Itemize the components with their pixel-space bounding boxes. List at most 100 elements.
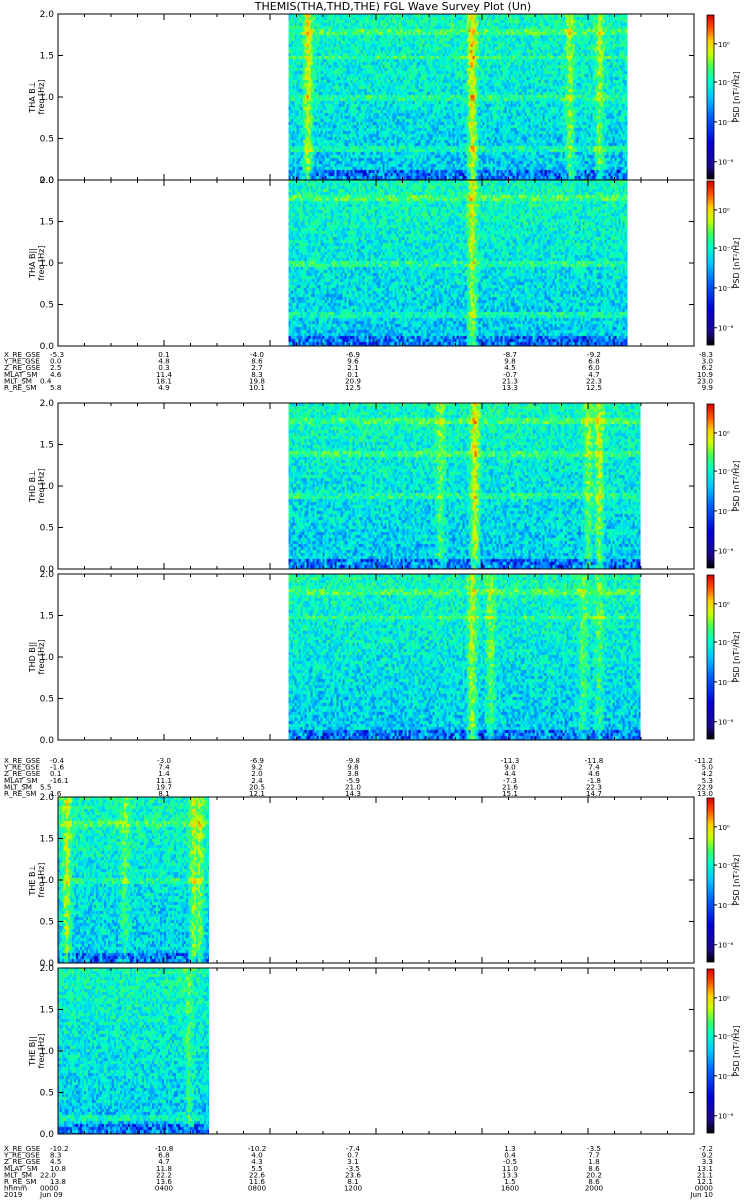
- colorbar-label: PSD [nT²/Hz]: [732, 461, 741, 512]
- y-tick-label: 1.0: [40, 482, 55, 492]
- y-tick-label: 1.5: [40, 835, 54, 845]
- colorbar-scale: [706, 180, 715, 346]
- colorbar-scale: [706, 968, 715, 1134]
- spectrogram-image: [288, 403, 641, 569]
- colorbar-scale: [706, 797, 715, 963]
- spectrogram-panel: 0.0 0.5 1.0 1.5 2.0 THA B⊥ freq [Hz] 10⁰ 10⁻² 10⁻…: [28, 10, 741, 186]
- orbit-value: 9.0: [504, 763, 516, 772]
- orbit-value: 4.6: [588, 769, 600, 778]
- y-axis-label: freq [Hz]: [37, 640, 46, 675]
- y-tick-label: 2.0: [40, 793, 55, 803]
- y-tick-label: 0.5: [40, 1089, 54, 1099]
- spectrogram-image: [58, 968, 209, 1134]
- colorbar: 10⁰ 10⁻² 10⁻⁴ 10⁻⁶ PSD [nT²/Hz]: [706, 180, 741, 346]
- orbit-value: -9.8: [346, 756, 360, 765]
- y-tick-label: 1.0: [40, 259, 55, 269]
- colorbar-tick-label: 10⁻⁶: [718, 942, 734, 950]
- orbit-row-label: X_RE_GSE: [4, 1144, 41, 1153]
- colorbar-tick-label: 10⁻⁶: [718, 1113, 734, 1121]
- orbit-value: 20.2: [586, 1170, 602, 1179]
- orbit-value: 21.1: [697, 1170, 713, 1179]
- orbit-value: 21.3: [502, 376, 518, 385]
- colorbar-tick-label: 10⁰: [718, 41, 730, 49]
- orbit-value: 4.6: [50, 370, 62, 379]
- orbit-row-label: MLT_SM: [4, 782, 32, 791]
- orbit-value: -3.5: [587, 1144, 601, 1153]
- orbit-row-label: Z_RE_GSE: [4, 1157, 41, 1166]
- y-tick-label: 2.0: [40, 176, 55, 186]
- colorbar-tick-label: 10⁻²: [718, 245, 734, 253]
- orbit-table: X_RE_GSE -5.3 0.1 -4.0 -6.9 -8.7 -9.2 -8.3 Y_RE_…: [3, 350, 713, 392]
- orbit-row-label: R_RE_SM: [4, 789, 36, 798]
- colorbar-tick-label: 10⁻⁴: [718, 508, 734, 516]
- orbit-value: 22.3: [586, 376, 602, 385]
- y-tick-label: 0.0: [40, 176, 55, 186]
- colorbar-tick-label: 10⁰: [718, 824, 730, 832]
- colorbar: 10⁰ 10⁻² 10⁻⁴ 10⁻⁶ PSD [nT²/Hz]: [706, 797, 741, 963]
- orbit-value: -1.6: [50, 763, 64, 772]
- y-tick-label: 1.0: [40, 1047, 55, 1057]
- orbit-value: 20.5: [249, 782, 265, 791]
- orbit-value: 4.9: [158, 383, 170, 392]
- orbit-value: 13.3: [502, 1170, 518, 1179]
- orbit-value: -7.3: [503, 776, 517, 785]
- orbit-value: 9.2: [702, 1151, 713, 1160]
- orbit-row-label: hhmm: [4, 1184, 27, 1193]
- orbit-value: 11.4: [156, 370, 172, 379]
- colorbar-tick-label: 10⁻⁴: [718, 119, 734, 127]
- orbit-value: -7.2: [699, 1144, 713, 1153]
- orbit-value: 13.6: [156, 1177, 172, 1186]
- orbit-value: 8.1: [158, 789, 169, 798]
- colorbar: 10⁰ 10⁻² 10⁻⁴ 10⁻⁶ PSD [nT²/Hz]: [706, 403, 741, 569]
- orbit-value: 0000: [40, 1184, 59, 1193]
- orbit-value: 1.3: [504, 1144, 515, 1153]
- colorbar-tick-label: 10⁰: [718, 601, 730, 609]
- y-tick-label: 2.0: [40, 399, 55, 409]
- orbit-value: 13.8: [50, 1177, 66, 1186]
- orbit-value: 5.5: [40, 782, 51, 791]
- orbit-value: -4.0: [250, 350, 264, 359]
- spectrogram-image: [288, 180, 628, 346]
- orbit-value: -16.1: [50, 776, 69, 785]
- orbit-value: 0.1: [347, 370, 358, 379]
- orbit-value: 14.7: [586, 789, 602, 798]
- orbit-value: 4.3: [251, 1157, 262, 1166]
- y-tick-label: 1.5: [40, 612, 54, 622]
- orbit-row-label: MLT_SM: [4, 376, 32, 385]
- orbit-row-label: Z_RE_GSE: [4, 769, 41, 778]
- orbit-value: 3.3: [702, 1157, 713, 1166]
- orbit-value: 22.2: [156, 1170, 172, 1179]
- colorbar-tick-label: 10⁻⁴: [718, 1073, 734, 1081]
- orbit-row-label: MLT_SM: [4, 1170, 32, 1179]
- orbit-value: 6.2: [702, 363, 713, 372]
- y-tick-label: 2.0: [40, 10, 55, 20]
- spectrogram-image: [288, 14, 628, 180]
- orbit-value: 12.1: [249, 789, 265, 798]
- orbit-value: 9.8: [347, 763, 359, 772]
- orbit-value: 6.0: [588, 363, 600, 372]
- orbit-row-label: Y_RE_GSE: [3, 1151, 40, 1160]
- spectrogram-image: [58, 797, 209, 963]
- y-tick-label: 1.5: [40, 441, 54, 451]
- orbit-value: 0.4: [504, 1151, 516, 1160]
- orbit-row-label: Y_RE_GSE: [3, 763, 40, 772]
- orbit-value: 1.5: [504, 1177, 515, 1186]
- orbit-value: 6.8: [158, 1151, 170, 1160]
- colorbar: 10⁰ 10⁻² 10⁻⁴ 10⁻⁶ PSD [nT²/Hz]: [706, 968, 741, 1134]
- orbit-value: 1600: [501, 1184, 520, 1193]
- orbit-row-label: MLAT_SM: [4, 776, 37, 785]
- colorbar-tick-label: 10⁻⁴: [718, 679, 734, 687]
- orbit-value: 4.4: [504, 769, 516, 778]
- panel-label: THE B⊥: [28, 864, 37, 896]
- y-tick-label: 0.5: [40, 301, 54, 311]
- orbit-value: 0.7: [347, 1151, 358, 1160]
- orbit-value: 4.0: [251, 1151, 263, 1160]
- orbit-value: 2000: [585, 1184, 604, 1193]
- orbit-value: 14.3: [345, 789, 361, 798]
- orbit-value: 23.0: [697, 376, 713, 385]
- orbit-table: X_RE_GSE -0.4 -3.0 -6.9 -9.8 -11.3 -11.8 -11.2 Y…: [3, 756, 713, 798]
- y-tick-label: 0.0: [40, 959, 55, 969]
- orbit-value: -11.2: [694, 756, 713, 765]
- y-tick-label: 1.5: [40, 218, 54, 228]
- orbit-value: 8.6: [251, 357, 263, 366]
